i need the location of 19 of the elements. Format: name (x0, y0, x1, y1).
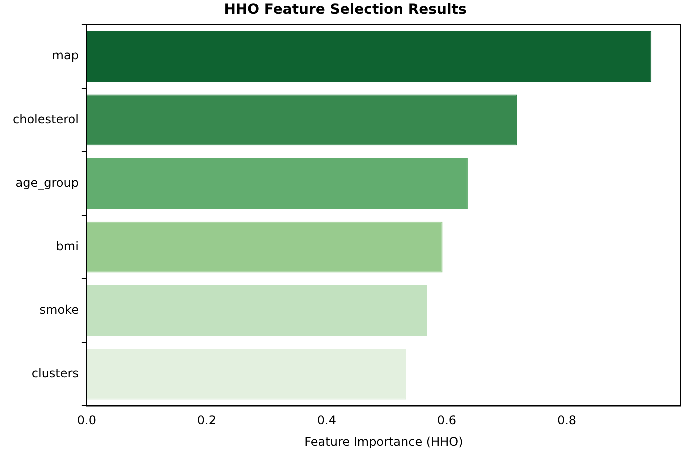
bar (86, 94, 518, 146)
y-tick-label: clusters (32, 366, 79, 381)
y-tick-label: smoke (40, 302, 79, 317)
bar (86, 285, 428, 336)
y-tick-label: cholesterol (12, 112, 79, 126)
x-axis-title: Feature Importance (HHO) (304, 434, 464, 449)
x-tick-label: 0.0 (77, 414, 96, 428)
bar (86, 222, 443, 273)
x-tick-label: 0.4 (317, 414, 337, 428)
bar (86, 158, 468, 210)
x-tick-label: 0.2 (197, 414, 217, 428)
y-tick-label: map (52, 48, 79, 63)
x-tick-label: 0.8 (557, 414, 577, 428)
y-tick-label: age_group (16, 176, 79, 190)
bar (86, 31, 652, 82)
chart-title: HHO Feature Selection Results (224, 2, 467, 18)
y-tick-label: bmi (56, 239, 79, 254)
x-tick-label: 0.6 (437, 414, 457, 428)
bar (86, 348, 406, 400)
